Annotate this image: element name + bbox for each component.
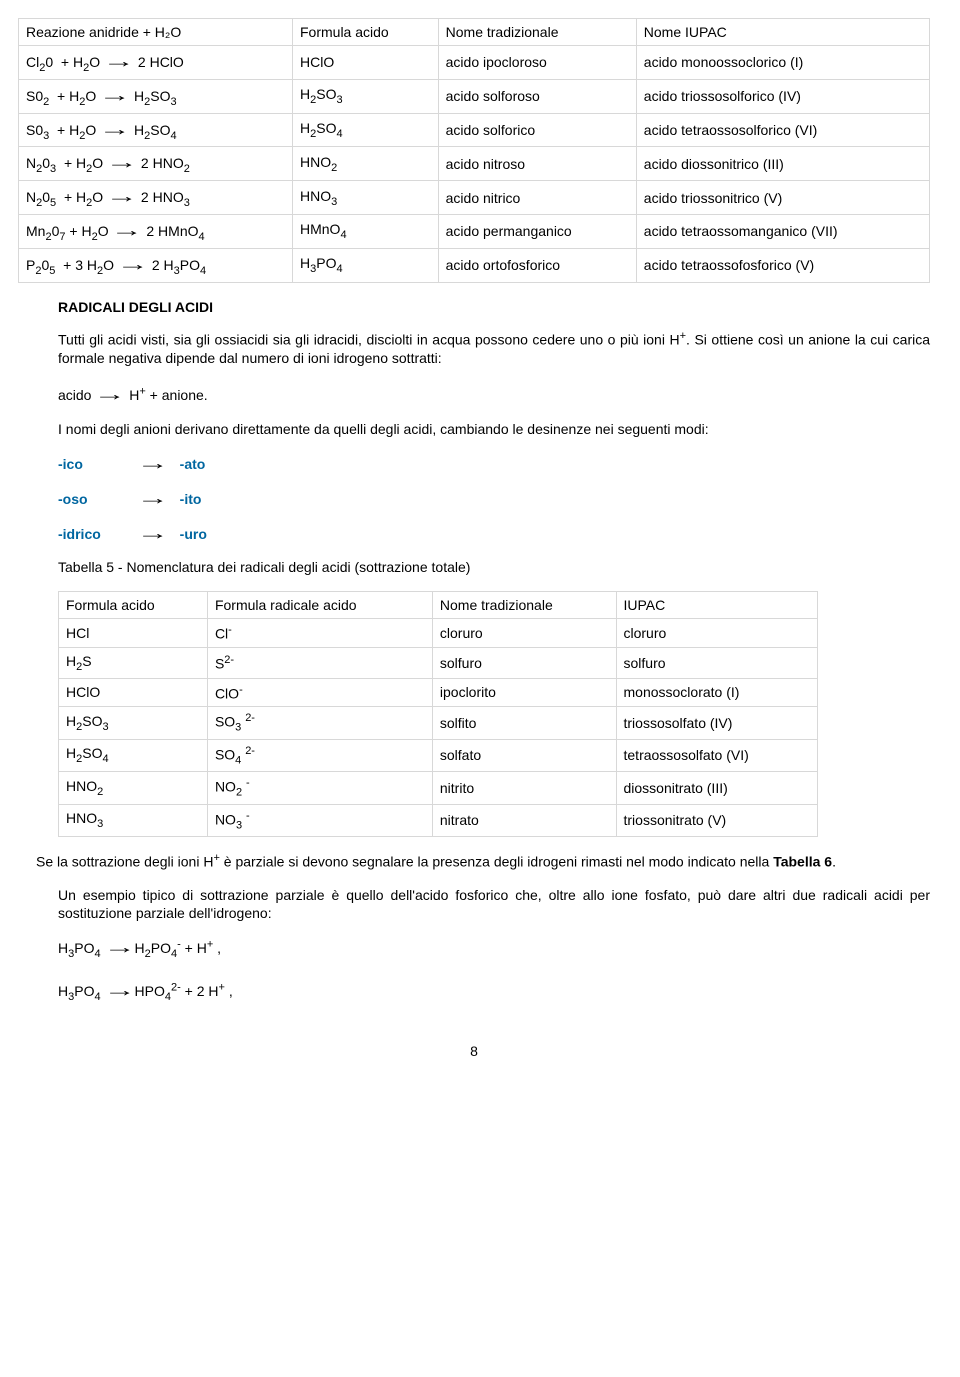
equation: H3PO4 →HPO42- + 2 H+ ,	[58, 980, 930, 1003]
col-header: Reazione anidride + H₂O	[19, 19, 293, 46]
col-header: IUPAC	[616, 592, 818, 619]
reaction-cell: N205 + H2O → 2 HNO3	[19, 181, 293, 215]
iupac-cell: acido diossonitrico (III)	[636, 147, 929, 181]
table-row: HNO3 NO3 - nitrato triossonitrato (V)	[59, 804, 818, 836]
iupac-name: diossonitrato (III)	[616, 772, 818, 804]
table-header-row: Formula acido Formula radicale acido Nom…	[59, 592, 818, 619]
col-header: Formula radicale acido	[207, 592, 432, 619]
col-header: Formula acido	[293, 19, 439, 46]
formula-cell: HNO3	[293, 181, 439, 215]
trad-name: cloruro	[432, 619, 616, 648]
radical-formula: Cl-	[207, 619, 432, 648]
radical-formula: S2-	[207, 647, 432, 678]
trad-name-cell: acido nitrico	[438, 181, 636, 215]
reaction-cell: S03 + H2O → H2SO4	[19, 113, 293, 147]
col-header: Nome tradizionale	[432, 592, 616, 619]
col-header: Formula acido	[59, 592, 208, 619]
paragraph: Un esempio tipico di sottrazione parzial…	[58, 886, 930, 924]
trad-name-cell: acido solforico	[438, 113, 636, 147]
table-caption: Tabella 5 - Nomenclatura dei radicali de…	[58, 558, 930, 577]
formula-cell: H2SO4	[293, 113, 439, 147]
trad-name-cell: acido nitroso	[438, 147, 636, 181]
acid-formula: H2S	[59, 647, 208, 678]
table-row: S02 + H2O → H2SO3 H2SO3 acido solforoso …	[19, 79, 930, 113]
acid-formula: HCl	[59, 619, 208, 648]
radicals-table: Formula acido Formula radicale acido Nom…	[58, 591, 818, 837]
iupac-cell: acido tetraossomanganico (VII)	[636, 214, 929, 248]
suffix-mapping: -oso→ -ito	[58, 488, 930, 509]
col-header: Nome tradizionale	[438, 19, 636, 46]
trad-name-cell: acido solforoso	[438, 79, 636, 113]
iupac-name: triossosolfato (IV)	[616, 707, 818, 739]
acid-formula: HNO2	[59, 772, 208, 804]
table-row: HClO ClO- ipoclorito monossoclorato (I)	[59, 678, 818, 707]
table-row: H2SO4 SO4 2- solfato tetraossosolfato (V…	[59, 739, 818, 771]
iupac-name: cloruro	[616, 619, 818, 648]
radical-formula: NO2 -	[207, 772, 432, 804]
reaction-cell: P205 + 3 H2O → 2 H3PO4	[19, 248, 293, 282]
table-row: N203 + H2O → 2 HNO2 HNO2 acido nitroso a…	[19, 147, 930, 181]
reaction-cell: Cl20 + H2O → 2 HClO	[19, 46, 293, 80]
acid-formula: H2SO3	[59, 707, 208, 739]
table-row: Cl20 + H2O → 2 HClO HClO acido ipocloros…	[19, 46, 930, 80]
iupac-cell: acido tetraossosolforico (VI)	[636, 113, 929, 147]
trad-name-cell: acido ortofosforico	[438, 248, 636, 282]
section-title: RADICALI DEGLI ACIDI	[58, 299, 930, 315]
iupac-cell: acido monoossoclorico (I)	[636, 46, 929, 80]
trad-name: solfato	[432, 739, 616, 771]
table-row: Mn207 + H2O → 2 HMnO4 HMnO4 acido perman…	[19, 214, 930, 248]
acid-formula: H2SO4	[59, 739, 208, 771]
equation: H3PO4 →H2PO4- + H+ ,	[58, 937, 930, 960]
suffix-mapping: -idrico→ -uro	[58, 523, 930, 544]
table-row: N205 + H2O → 2 HNO3 HNO3 acido nitrico a…	[19, 181, 930, 215]
formula-cell: HNO2	[293, 147, 439, 181]
anhydride-reaction-table: Reazione anidride + H₂O Formula acido No…	[18, 18, 930, 283]
iupac-name: tetraossosolfato (VI)	[616, 739, 818, 771]
trad-name: solfuro	[432, 647, 616, 678]
radical-formula: SO3 2-	[207, 707, 432, 739]
page-number: 8	[18, 1043, 930, 1059]
iupac-name: monossoclorato (I)	[616, 678, 818, 707]
table-row: HNO2 NO2 - nitrito diossonitrato (III)	[59, 772, 818, 804]
paragraph: Se la sottrazione degli ioni H+ è parzia…	[36, 851, 930, 872]
formula-cell: H2SO3	[293, 79, 439, 113]
reaction-cell: S02 + H2O → H2SO3	[19, 79, 293, 113]
formula-cell: HMnO4	[293, 214, 439, 248]
radical-formula: ClO-	[207, 678, 432, 707]
acid-formula: HNO3	[59, 804, 208, 836]
paragraph: Tutti gli acidi visti, sia gli ossiacidi…	[58, 329, 930, 368]
iupac-name: triossonitrato (V)	[616, 804, 818, 836]
table-row: S03 + H2O → H2SO4 H2SO4 acido solforico …	[19, 113, 930, 147]
reaction-cell: Mn207 + H2O → 2 HMnO4	[19, 214, 293, 248]
radical-formula: SO4 2-	[207, 739, 432, 771]
formula-cell: HClO	[293, 46, 439, 80]
acid-formula: HClO	[59, 678, 208, 707]
radical-formula: NO3 -	[207, 804, 432, 836]
formula-cell: H3PO4	[293, 248, 439, 282]
table-header-row: Reazione anidride + H₂O Formula acido No…	[19, 19, 930, 46]
trad-name: nitrito	[432, 772, 616, 804]
trad-name: ipoclorito	[432, 678, 616, 707]
iupac-cell: acido tetraossofosforico (V)	[636, 248, 929, 282]
iupac-name: solfuro	[616, 647, 818, 678]
paragraph: I nomi degli anioni derivano direttament…	[58, 420, 930, 439]
trad-name: solfito	[432, 707, 616, 739]
trad-name-cell: acido ipocloroso	[438, 46, 636, 80]
trad-name-cell: acido permanganico	[438, 214, 636, 248]
equation: acido → H+ + anione.	[58, 382, 930, 406]
table-row: H2S S2- solfuro solfuro	[59, 647, 818, 678]
table-row: P205 + 3 H2O → 2 H3PO4 H3PO4 acido ortof…	[19, 248, 930, 282]
iupac-cell: acido triossonitrico (V)	[636, 181, 929, 215]
trad-name: nitrato	[432, 804, 616, 836]
reaction-cell: N203 + H2O → 2 HNO2	[19, 147, 293, 181]
col-header: Nome IUPAC	[636, 19, 929, 46]
iupac-cell: acido triossosolforico (IV)	[636, 79, 929, 113]
table-row: H2SO3 SO3 2- solfito triossosolfato (IV)	[59, 707, 818, 739]
suffix-mapping: -ico→ -ato	[58, 453, 930, 474]
table-row: HCl Cl- cloruro cloruro	[59, 619, 818, 648]
